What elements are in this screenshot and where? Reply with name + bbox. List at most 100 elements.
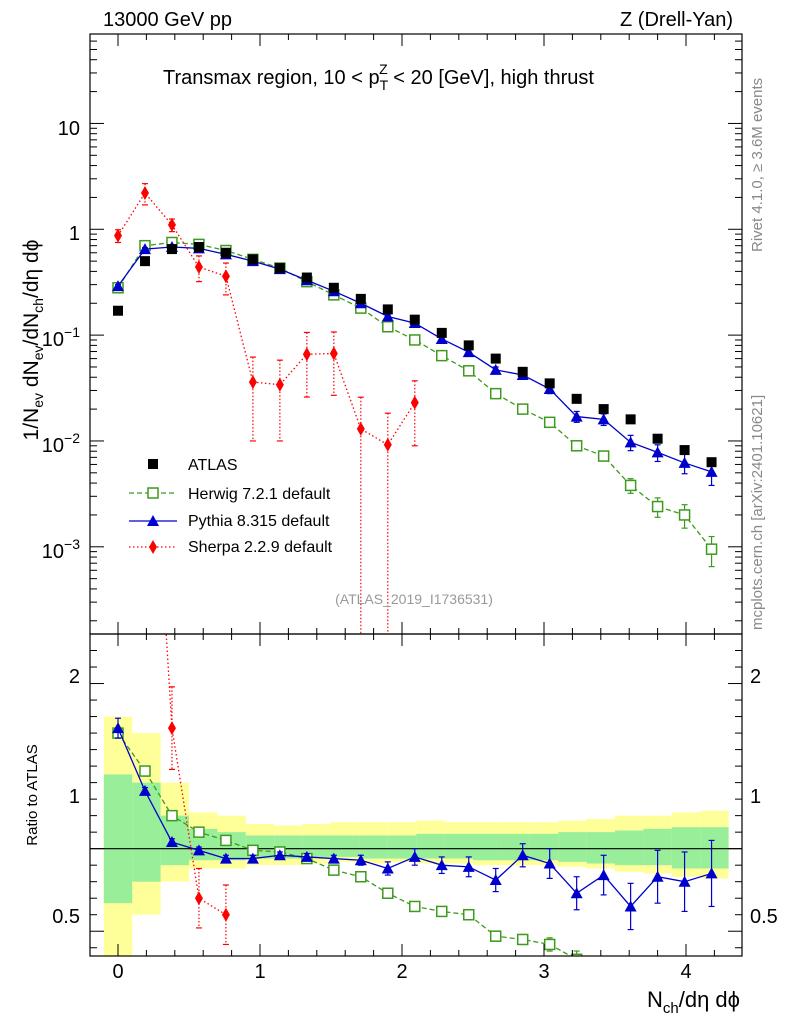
main-pythia-point-20: [651, 446, 664, 458]
band-green-bin-15: [529, 833, 559, 861]
main-plot-area: [112, 183, 718, 634]
ratio-frame: [89, 633, 743, 957]
main-herwig-point-15: [516, 403, 529, 415]
main-y-tick-labels: 10−3 10−2 10−1 1 10: [42, 118, 80, 563]
main-atlas-point-16: [544, 378, 555, 389]
ratio-herwig-point-2: [166, 809, 178, 822]
ratio-pythia-point-7: [300, 850, 313, 862]
ratio-pythia-point-3: [192, 844, 205, 856]
main-atlas-point-12: [436, 327, 447, 338]
main-sherpa-point-7: [302, 347, 311, 362]
main-sherpa-point-8: [329, 346, 338, 361]
y-tick-label-1e-2: 10−2: [42, 430, 80, 457]
band-green-bin-17: [586, 832, 615, 864]
x-tick-label-1: 1: [254, 961, 265, 983]
ratio-herwig-point-8: [328, 864, 340, 876]
ratio-pythia-point-12: [435, 859, 448, 871]
title-sup-z: Z: [379, 61, 388, 77]
main-atlas-point-8: [328, 282, 339, 293]
main-atlas-point-11: [409, 314, 420, 325]
analysis-watermark: (ATLAS_2019_I1736531): [335, 591, 493, 607]
main-pythia-point-14: [489, 363, 502, 375]
ratio-pythia-point-0: [112, 722, 124, 734]
y-tick-base-1e-3: 10: [42, 541, 64, 563]
ratio-pythia-point-21: [678, 875, 691, 887]
main-sherpa-point-4: [221, 269, 230, 284]
band-green-bin-10: [387, 835, 417, 859]
title-sub-t: T: [380, 77, 389, 93]
x-sub-ch: ch: [663, 1000, 679, 1017]
main-herwig-point-12: [436, 349, 448, 362]
legend: ATLAS Herwig 7.2.1 default Pythia 8.315 …: [129, 457, 333, 556]
ratio-pythia-point-18: [597, 869, 610, 881]
main-y-axis-label: 1/Nev dNev/dNch/dη dϕ: [20, 240, 46, 441]
y-tick-exp-1e-2: −2: [64, 430, 80, 446]
band-green-bin-21: [700, 827, 729, 869]
ratio-pythia-point-5: [246, 852, 259, 864]
y-tick-exp-1e-3: −3: [64, 536, 80, 552]
main-atlas-point-19: [625, 414, 636, 425]
ratio-herwig-point-4: [220, 834, 232, 847]
ratio-herwig-point-12: [436, 905, 448, 918]
main-herwig-line: [117, 241, 713, 550]
main-herwig-point-14: [489, 387, 502, 400]
main-herwig-point-10: [382, 320, 394, 333]
x-tick-label-4: 4: [680, 961, 691, 983]
y-tick-exp-1e-1: −1: [64, 324, 80, 340]
band-green-bin-13: [473, 833, 502, 861]
ratio-herwig-point-17: [570, 953, 583, 956]
main-atlas-point-13: [463, 340, 474, 351]
ratio-herwig-point-1: [139, 765, 151, 777]
ratio-pythia-point-11: [408, 850, 421, 862]
legend-marker-pythia: [147, 515, 159, 526]
ratio-y-axis-label: Ratio to ATLAS: [24, 744, 41, 845]
legend-label-herwig: Herwig 7.2.1 default: [188, 486, 331, 503]
main-sherpa-point-5: [248, 375, 257, 390]
main-atlas-point-10: [382, 304, 393, 315]
x-tick-label-0: 0: [112, 961, 123, 983]
ratio-pythia-point-10: [381, 862, 394, 874]
sub-ev-2: ev: [30, 345, 46, 360]
main-atlas-point-9: [355, 293, 366, 304]
main-atlas-point-1: [139, 256, 150, 267]
process-label: Z (Drell-Yan): [620, 9, 733, 31]
band-green-bin-9: [359, 835, 388, 859]
ratio-pythia-point-20: [651, 870, 664, 882]
band-green-bin-18: [615, 830, 644, 866]
rivet-label: Rivet 4.1.0, ≥ 3.6M events: [749, 78, 766, 252]
ratio-y-tick-1-left: 1: [69, 786, 80, 808]
ylabel-end: /dη dϕ: [20, 240, 43, 298]
main-atlas-point-22: [706, 457, 717, 468]
main-herwig-point-17: [570, 440, 583, 452]
main-pythia-point-13: [462, 346, 475, 358]
ratio-y-tick-2-right: 2: [750, 666, 761, 688]
ratio-herwig-point-10: [382, 887, 394, 900]
ratio-pythia-point-16: [543, 857, 556, 869]
main-atlas-point-18: [598, 404, 609, 415]
main-atlas-point-17: [571, 393, 582, 404]
ratio-pythia-point-19: [624, 900, 637, 912]
y-tick-base-1e-2: 10: [42, 435, 64, 457]
legend-entry-herwig: Herwig 7.2.1 default: [129, 486, 331, 503]
ratio-y-tick-0.5-left: 0.5: [52, 906, 80, 928]
ratio-pythia-point-13: [462, 860, 475, 872]
ratio-y-tick-labels: 2 1 0.5 2 1 0.5: [52, 666, 778, 928]
ratio-pythia-point-17: [570, 887, 583, 899]
main-sherpa-point-3: [194, 260, 203, 275]
mcplots-label: mcplots.cern.ch [arXiv:2401.10621]: [749, 395, 766, 630]
title-rest: < 20 [GeV], high thrust: [388, 67, 595, 89]
main-herwig-point-11: [409, 334, 421, 346]
main-atlas-point-2: [166, 244, 177, 255]
band-green-bin-7: [302, 835, 331, 857]
band-green-bin-11: [416, 833, 445, 859]
legend-label-atlas: ATLAS: [188, 457, 238, 474]
y-tick-label-10: 10: [58, 118, 80, 140]
main-herwig-point-21: [678, 509, 691, 521]
ratio-plot-area: [90, 634, 742, 956]
main-sherpa-point-2: [167, 217, 176, 232]
main-atlas-point-20: [652, 433, 663, 444]
main-pythia-point-16: [543, 382, 556, 394]
main-sherpa-point-6: [275, 377, 284, 392]
x-tick-label-2: 2: [396, 961, 407, 983]
main-atlas-point-14: [490, 353, 501, 364]
